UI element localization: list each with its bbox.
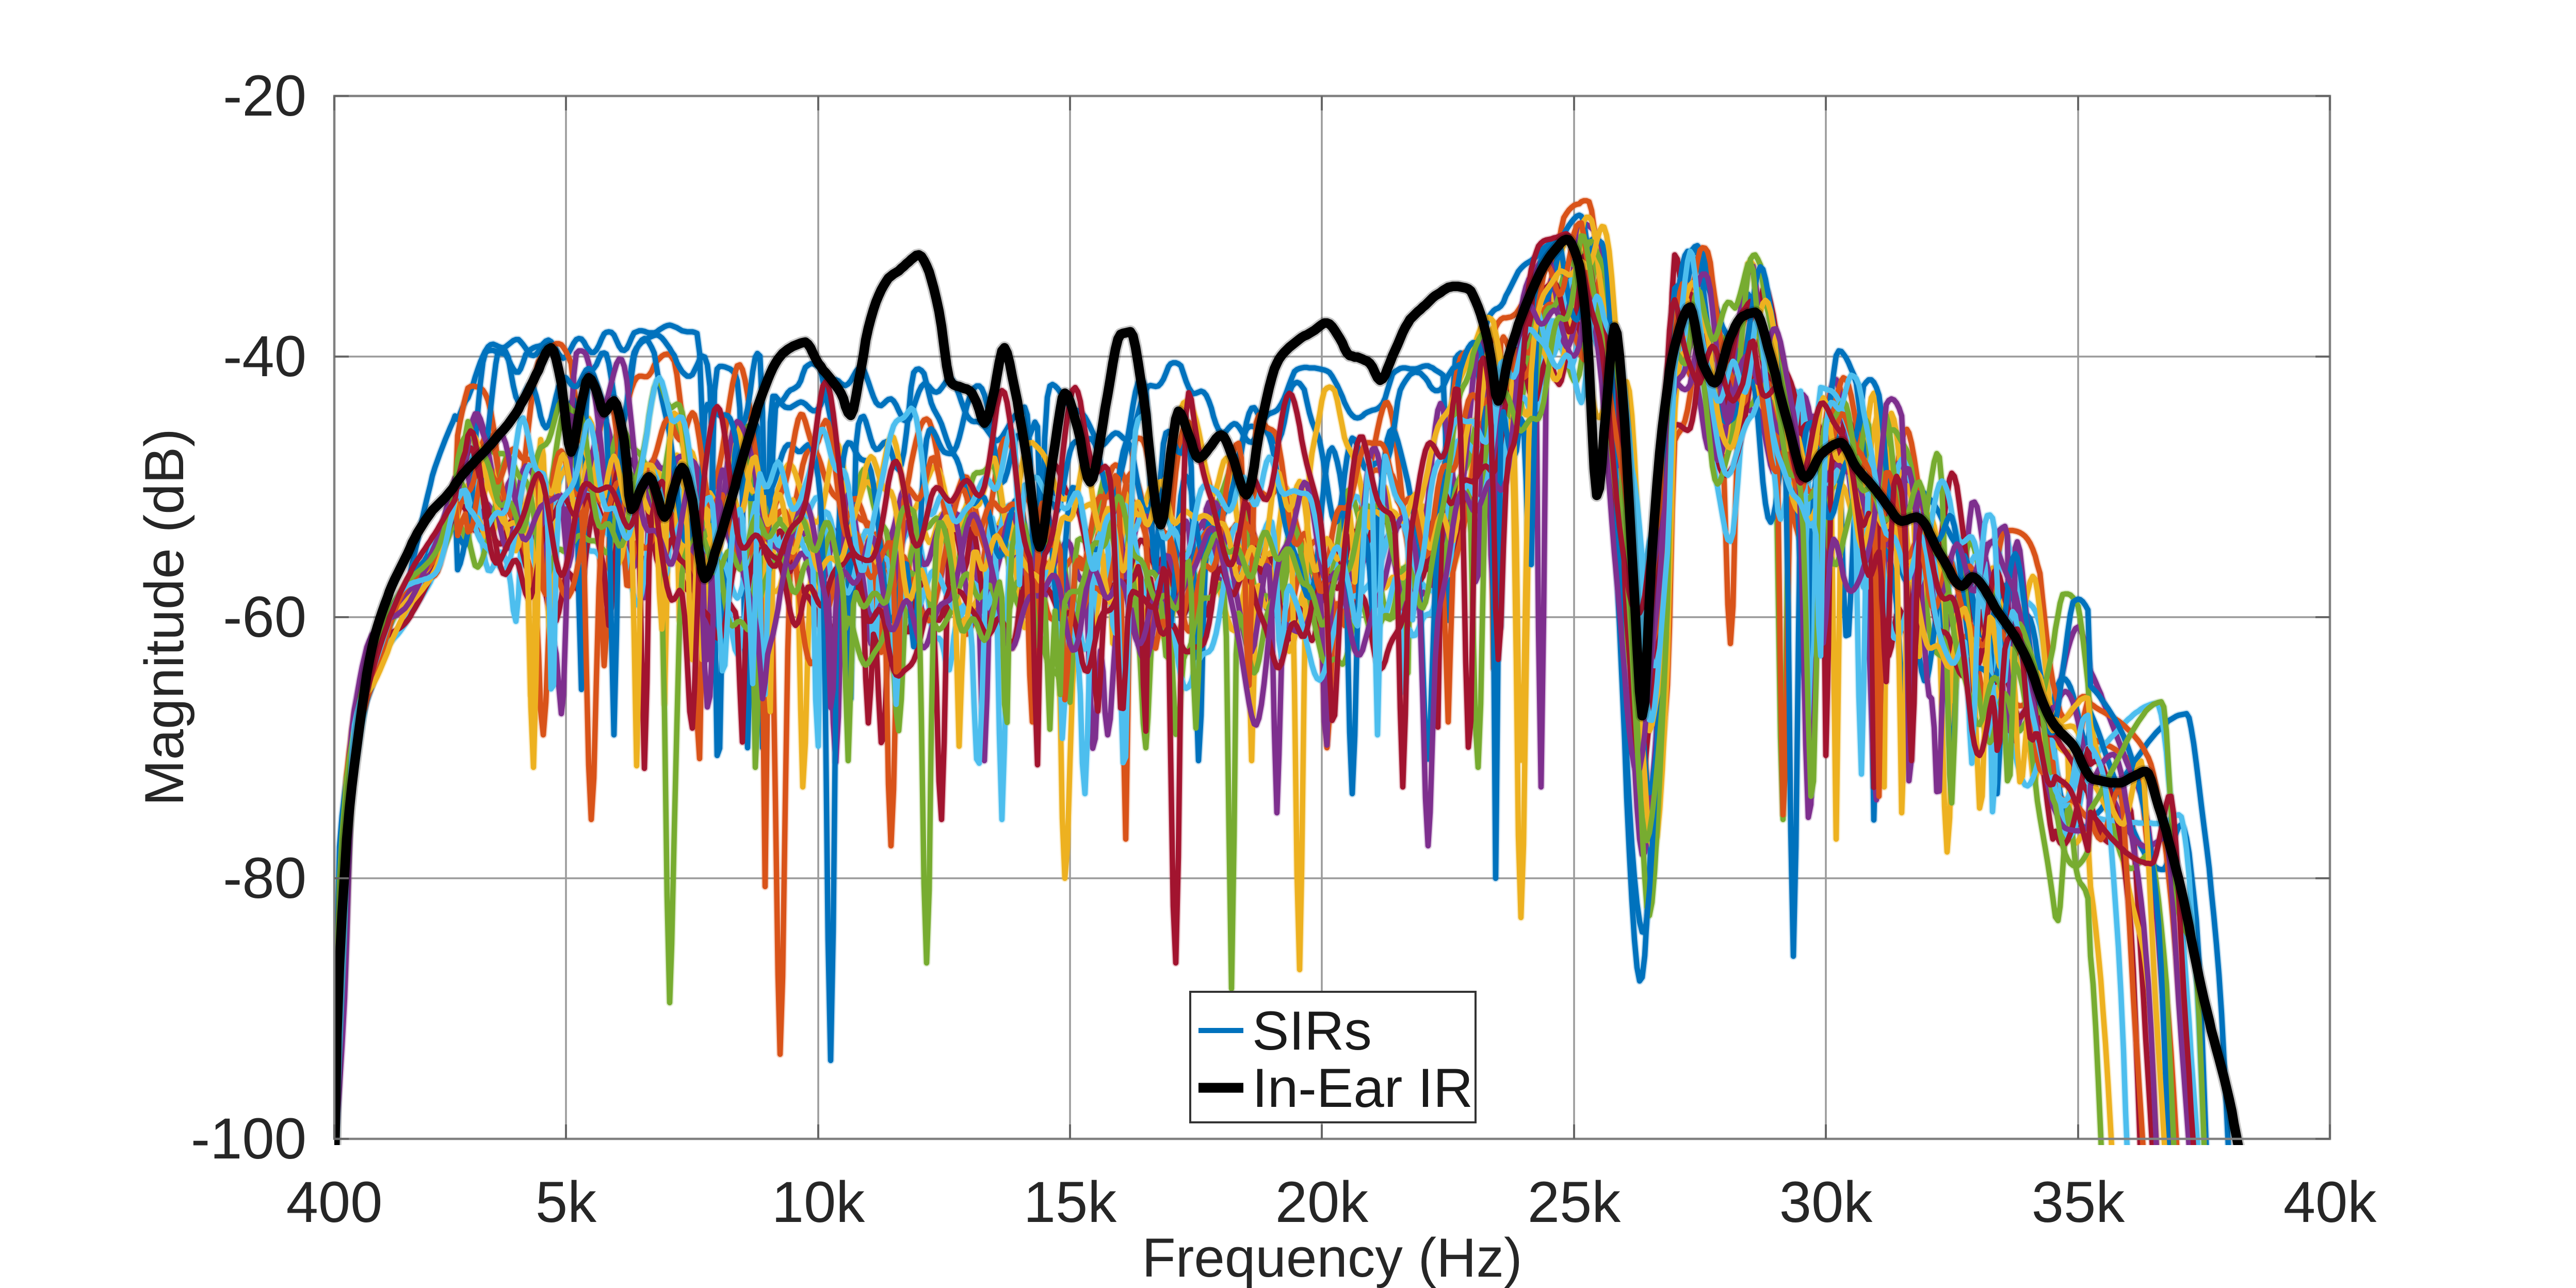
svg-text:5k: 5k [536, 1170, 597, 1234]
svg-text:30k: 30k [1779, 1170, 1873, 1234]
svg-text:In-Ear IR: In-Ear IR [1252, 1057, 1473, 1119]
svg-text:15k: 15k [1024, 1170, 1117, 1234]
svg-text:20k: 20k [1275, 1170, 1369, 1234]
svg-text:40k: 40k [2283, 1170, 2377, 1234]
svg-text:10k: 10k [772, 1170, 866, 1234]
svg-text:25k: 25k [1528, 1170, 1622, 1234]
svg-text:SIRs: SIRs [1252, 1000, 1372, 1061]
svg-text:-100: -100 [191, 1106, 306, 1171]
svg-text:-60: -60 [223, 585, 306, 649]
svg-text:Magnitude (dB): Magnitude (dB) [133, 428, 195, 806]
svg-text:Frequency (Hz): Frequency (Hz) [1142, 1227, 1522, 1288]
svg-text:-80: -80 [223, 846, 306, 910]
svg-text:-20: -20 [223, 63, 306, 128]
svg-text:-40: -40 [223, 324, 306, 389]
svg-text:35k: 35k [2032, 1170, 2126, 1234]
svg-text:400: 400 [286, 1170, 383, 1234]
